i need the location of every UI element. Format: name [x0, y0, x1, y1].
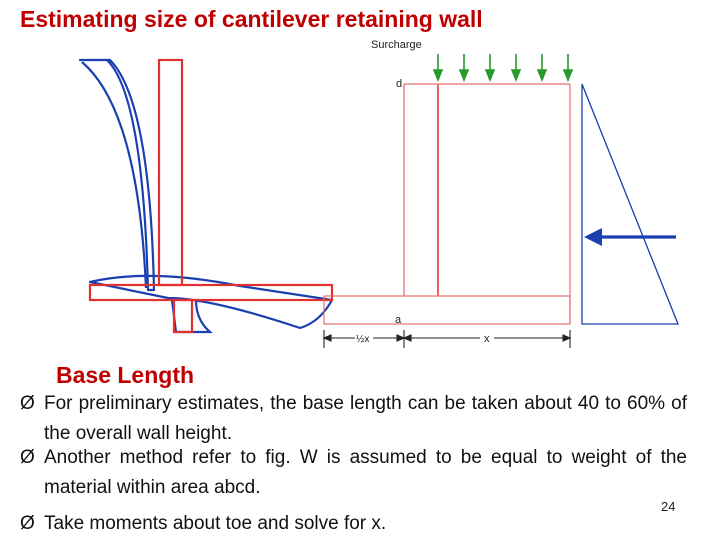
bullet-item: Ø Take moments about toe and solve for x…: [20, 509, 687, 539]
proportioning-figure: Surcharge d a ½x: [322, 39, 679, 348]
point-d-label: d: [396, 78, 402, 90]
stem-deflection-outer: [81, 61, 148, 289]
wall-shear-key: [172, 298, 194, 334]
bullet-text: For preliminary estimates, the base leng…: [44, 393, 687, 444]
point-a-label: a: [395, 314, 402, 326]
bullet-item: Ø Another method refer to fig. W is assu…: [20, 443, 687, 503]
half-x-label: ½x: [356, 334, 369, 345]
wall-base-slab: [88, 283, 334, 302]
base-slab-outline: [323, 295, 571, 325]
page-number: 24: [661, 499, 676, 514]
stem-deflection-curve: [78, 58, 156, 292]
dimension-line: [322, 330, 572, 348]
deflected-wall-figure: [78, 58, 334, 334]
resultant-force-arrow: [584, 228, 676, 246]
bullet-text: Take moments about toe and solve for x.: [44, 513, 387, 534]
bullet-text: Another method refer to fig. W is assume…: [44, 447, 687, 498]
surcharge-arrows: [432, 54, 574, 83]
earth-pressure-triangle: [581, 83, 679, 325]
wall-stem: [157, 58, 184, 287]
x-label: x: [484, 333, 490, 345]
bullet-arrow-icon: Ø: [20, 513, 35, 534]
surcharge-label: Surcharge: [371, 39, 422, 51]
bullet-arrow-icon: Ø: [20, 447, 35, 468]
section-heading: Base Length: [56, 362, 195, 388]
bullet-arrow-icon: Ø: [20, 393, 35, 414]
heel-deflection-curve: [88, 274, 334, 330]
retaining-wall-diagram: Surcharge d a ½x: [78, 39, 679, 348]
toe-deflection-curve: [170, 299, 213, 334]
slide-title: Estimating size of cantilever retaining …: [20, 6, 483, 32]
bullet-item: Ø For preliminary estimates, the base le…: [20, 389, 687, 449]
